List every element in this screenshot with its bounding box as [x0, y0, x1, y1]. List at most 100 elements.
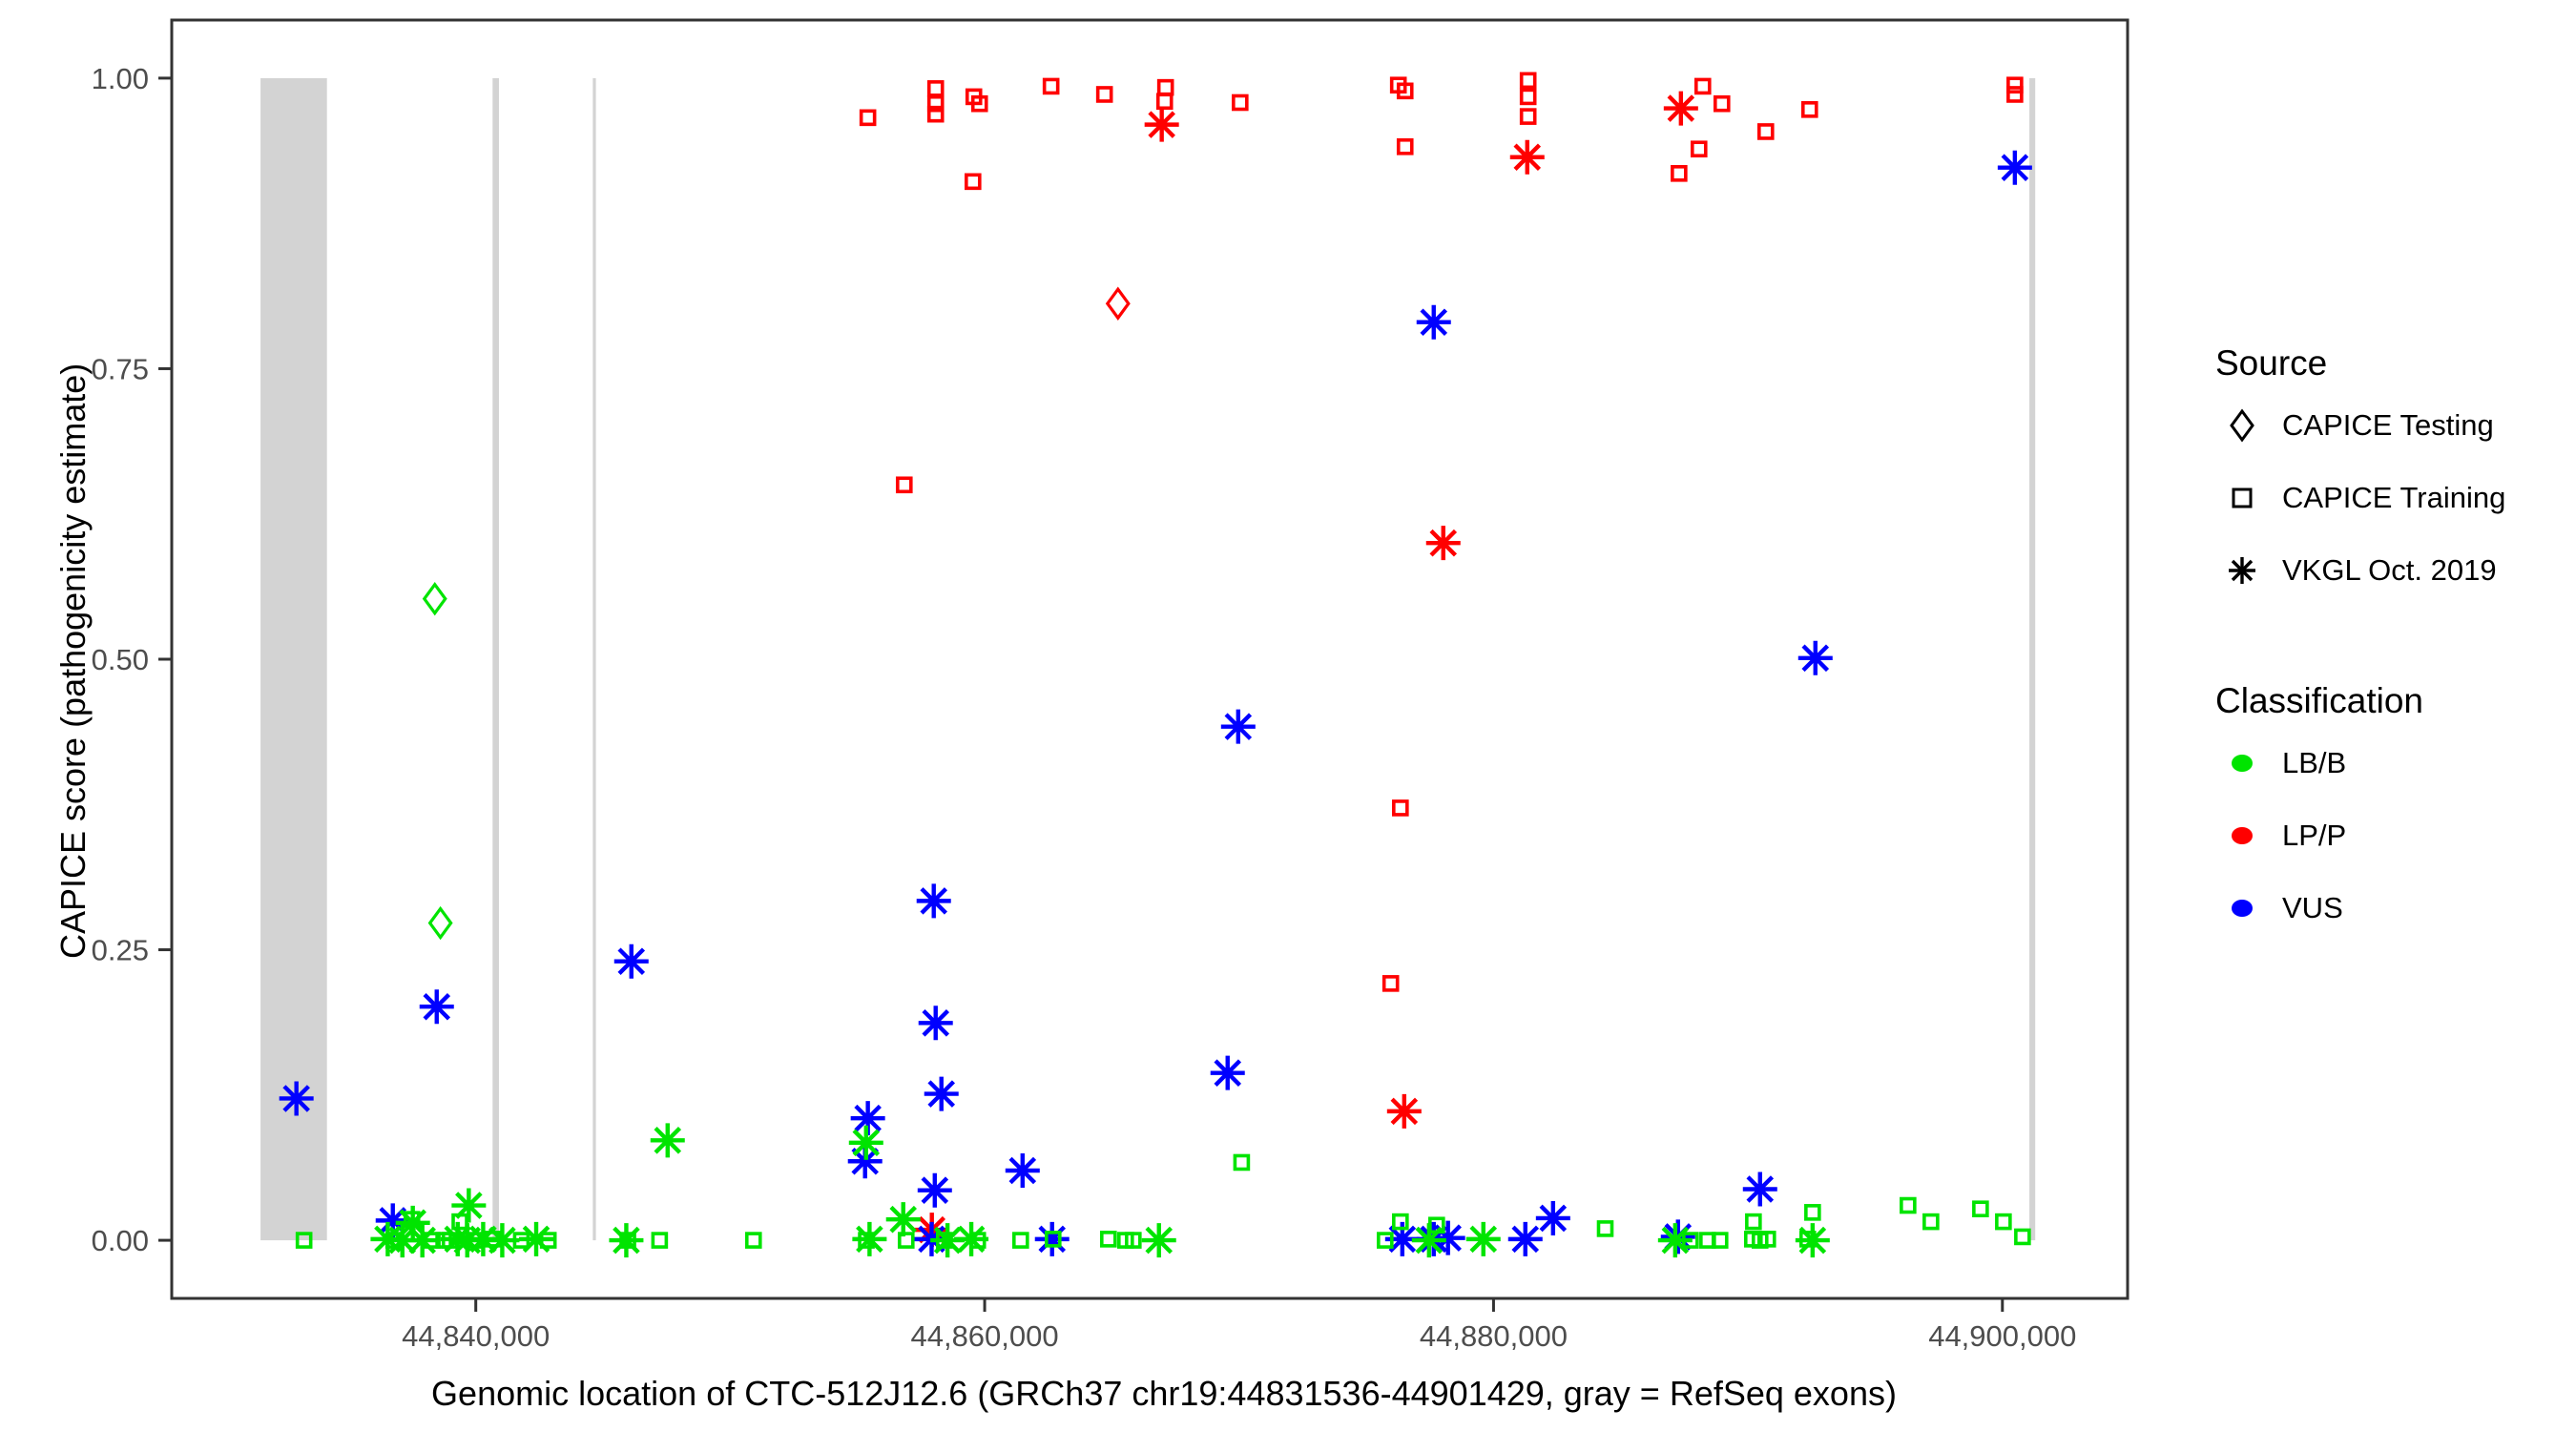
data-point	[403, 1211, 421, 1228]
data-point	[279, 1081, 314, 1116]
data-point	[1011, 1232, 1029, 1249]
data-point	[484, 1231, 502, 1248]
data-point	[1044, 1231, 1062, 1248]
data-point	[1995, 1213, 2012, 1231]
legend-item-capice-training: CAPICE Training	[2215, 462, 2568, 534]
data-point	[1034, 1221, 1070, 1256]
data-point	[744, 1232, 762, 1249]
data-point	[1232, 93, 1249, 112]
data-point	[295, 1232, 313, 1249]
legend-label: LP/P	[2282, 819, 2347, 852]
data-point	[1507, 1221, 1543, 1256]
data-point	[1519, 72, 1537, 90]
data-point	[1798, 1231, 1817, 1248]
data-point	[1396, 82, 1414, 100]
data-point	[419, 989, 454, 1025]
data-point	[917, 1172, 952, 1208]
data-point	[1922, 1213, 1940, 1231]
data-point	[1900, 1196, 1917, 1214]
data-point	[1144, 107, 1179, 142]
legend-label: VUS	[2282, 891, 2343, 924]
data-point	[1509, 139, 1545, 175]
data-point	[1745, 1213, 1762, 1231]
data-point	[424, 1232, 441, 1249]
data-point	[1742, 1172, 1777, 1207]
exon-bar	[2029, 77, 2036, 1241]
data-point	[375, 1203, 410, 1238]
data-point	[848, 1125, 883, 1160]
legend: Source CAPICE Testing CAPICE Training	[2215, 343, 2568, 944]
data-point	[1972, 1200, 1989, 1217]
data-point	[539, 1232, 557, 1249]
data-point	[1997, 150, 2032, 185]
data-point	[847, 1144, 883, 1179]
data-point	[1756, 123, 1775, 140]
data-point	[1535, 1200, 1570, 1235]
vus-dot-icon	[2215, 887, 2269, 929]
data-point	[1141, 1223, 1176, 1258]
data-point	[926, 105, 945, 123]
data-point	[964, 173, 982, 191]
data-point	[609, 1223, 644, 1258]
data-point	[519, 1221, 554, 1256]
data-point	[1392, 799, 1409, 817]
data-point	[1384, 1221, 1420, 1256]
data-point	[1428, 1216, 1445, 1234]
data-point	[2006, 86, 2024, 103]
data-point	[441, 1232, 459, 1249]
data-point	[930, 1223, 966, 1258]
legend-classification-title: Classification	[2215, 681, 2423, 720]
data-point	[1425, 526, 1461, 561]
data-point	[1042, 77, 1060, 95]
asterisk-icon	[2215, 550, 2269, 591]
data-point	[427, 905, 453, 941]
diamond-icon	[2215, 404, 2269, 446]
data-point	[1156, 78, 1174, 96]
data-point	[918, 1006, 953, 1041]
data-point	[1381, 975, 1400, 992]
legend-item-capice-testing: CAPICE Testing	[2215, 389, 2568, 462]
data-point	[1519, 108, 1537, 125]
data-point	[1797, 640, 1833, 675]
data-point	[926, 94, 945, 113]
y-tick-label: 0.00	[92, 1224, 149, 1257]
data-point	[1416, 304, 1451, 340]
data-point	[1596, 1220, 1614, 1237]
data-point	[852, 1221, 887, 1256]
x-tick-label: 44,880,000	[1420, 1319, 1568, 1353]
data-point	[1465, 1221, 1501, 1256]
square-icon	[2215, 477, 2269, 519]
data-point	[1693, 77, 1712, 95]
data-point	[1210, 1055, 1245, 1090]
legend-source-group: Source CAPICE Testing CAPICE Training	[2215, 343, 2568, 607]
data-point	[1386, 1093, 1422, 1129]
x-tick-label: 44,840,000	[402, 1319, 550, 1353]
data-point	[1105, 286, 1131, 321]
data-point	[1396, 137, 1414, 156]
legend-source-title: Source	[2215, 343, 2328, 383]
legend-classification-group: Classification LB/B LP/P VUS	[2215, 681, 2568, 944]
legend-item-vkgl: VKGL Oct. 2019	[2215, 534, 2568, 607]
data-point	[935, 1232, 953, 1249]
data-point	[897, 1232, 915, 1249]
data-point	[970, 94, 988, 113]
data-point	[1690, 140, 1708, 158]
x-axis-title: Genomic location of CTC-512J12.6 (GRCh37…	[431, 1374, 1897, 1413]
data-point	[859, 109, 877, 127]
panel-border	[170, 18, 2129, 1300]
exon-bar	[492, 77, 499, 1241]
lbb-dot-icon	[2215, 742, 2269, 784]
legend-label: CAPICE Training	[2282, 481, 2506, 514]
legend-item-vus: VUS	[2215, 872, 2568, 944]
legend-item-lbb: LB/B	[2215, 727, 2568, 799]
data-point	[1411, 1223, 1446, 1258]
data-point	[1155, 93, 1174, 111]
data-point	[1800, 101, 1818, 118]
data-point	[1005, 1153, 1040, 1188]
data-point	[650, 1123, 685, 1158]
x-tick-label: 44,900,000	[1928, 1319, 2076, 1353]
y-tick-label: 0.50	[92, 643, 149, 676]
data-point	[1711, 1232, 1729, 1249]
data-point	[916, 883, 951, 919]
